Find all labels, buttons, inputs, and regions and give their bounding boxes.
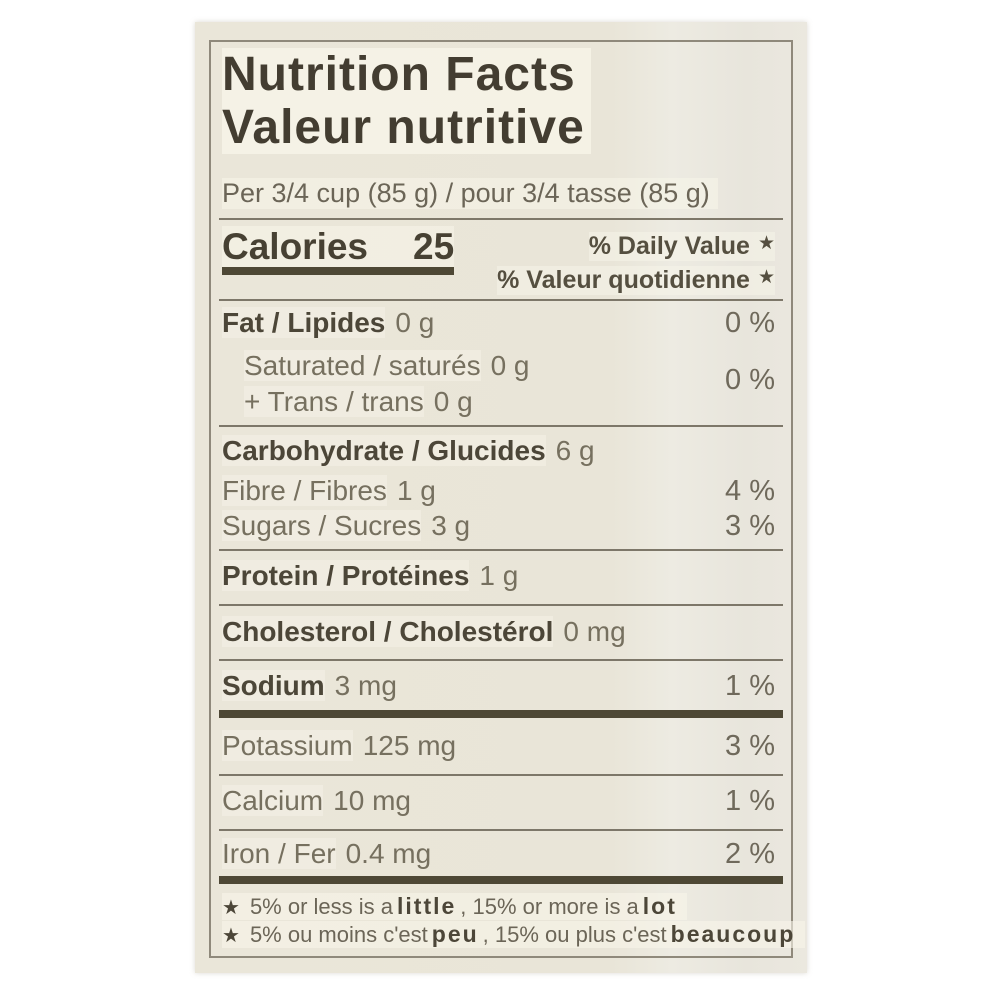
nutrient-daily-value: 3 % xyxy=(725,730,775,762)
calories-label: Calories xyxy=(222,226,369,267)
nutrient-daily-value: 3 % xyxy=(725,510,775,542)
row-sodium: Sodium 3 mg 1 % xyxy=(222,670,775,704)
daily-value-heading-fr: % Valeur quotidienne ★ xyxy=(497,266,775,295)
nutrient-name: Saturated / saturés xyxy=(244,350,481,381)
footnote-fr: ★ 5% ou moins c'est peu, 15% ou plus c'est… xyxy=(222,921,806,948)
nutrition-label-photo: Nutrition Facts Valeur nutritive Per 3/4… xyxy=(195,22,807,973)
asterisk-icon: ★ xyxy=(222,897,240,919)
nutrient-name: Calcium xyxy=(222,785,324,816)
serving-size: Per 3/4 cup (85 g) / pour 3/4 tasse (85 … xyxy=(222,178,718,209)
thick-divider xyxy=(219,876,783,884)
nutrient-amount: 125 mg xyxy=(362,730,457,761)
nutrient-amount: 1 g xyxy=(479,560,519,591)
asterisk-icon: ★ xyxy=(757,267,775,288)
row-sugars: Sugars / Sucres 3 g 3 % xyxy=(222,510,775,544)
nutrient-daily-value: 4 % xyxy=(725,475,775,507)
nutrient-amount: 3 mg xyxy=(334,670,397,701)
title-english: Nutrition Facts xyxy=(222,48,591,101)
nutrient-name: Sodium xyxy=(222,670,325,701)
row-protein: Protein / Protéines 1 g xyxy=(222,560,775,594)
nutrient-name: Protein / Protéines xyxy=(222,560,470,591)
nutrient-amount: 0.4 mg xyxy=(345,838,432,869)
divider xyxy=(219,659,783,661)
nutrient-daily-value: 1 % xyxy=(725,785,775,817)
row-cholesterol: Cholesterol / Cholestérol 0 mg xyxy=(222,616,775,650)
row-potassium: Potassium 125 mg 3 % xyxy=(222,730,775,764)
nutrient-amount: 0 g xyxy=(490,350,530,381)
calories-value: 25 xyxy=(413,226,455,267)
thick-divider xyxy=(219,710,783,718)
nutrient-amount: 0 mg xyxy=(563,616,626,647)
label-frame: Nutrition Facts Valeur nutritive Per 3/4… xyxy=(209,40,806,958)
nutrient-amount: 1 g xyxy=(396,475,436,506)
calories-row: Calories 25 xyxy=(222,226,455,268)
row-saturated: Saturated / saturés 0 g xyxy=(244,350,775,384)
nutrient-daily-value: 1 % xyxy=(725,670,775,702)
nutrient-name: Sugars / Sucres xyxy=(222,510,422,541)
nutrient-name: Potassium xyxy=(222,730,353,761)
nutrient-name: Iron / Fer xyxy=(222,838,336,869)
row-iron: Iron / Fer 0.4 mg 2 % xyxy=(222,838,775,872)
row-fat: Fat / Lipides 0 g 0 % xyxy=(222,307,775,341)
nutrient-name: Cholesterol / Cholestérol xyxy=(222,616,554,647)
title-french: Valeur nutritive xyxy=(222,101,591,154)
nutrient-name: + Trans / trans xyxy=(244,386,424,417)
asterisk-icon: ★ xyxy=(222,925,240,947)
nutrient-name: Fibre / Fibres xyxy=(222,475,387,506)
divider xyxy=(219,299,783,301)
nutrient-name: Carbohydrate / Glucides xyxy=(222,435,546,466)
calories-underline xyxy=(222,267,454,275)
nutrient-daily-value: 2 % xyxy=(725,838,775,870)
daily-value-heading-en: % Daily Value ★ xyxy=(588,232,775,261)
row-calcium: Calcium 10 mg 1 % xyxy=(222,785,775,819)
divider xyxy=(219,549,783,551)
saturated-trans-daily-value: 0 % xyxy=(725,364,775,396)
label-title: Nutrition Facts Valeur nutritive xyxy=(222,48,591,154)
footnote-en: ★ 5% or less is a little, 15% or more is a… xyxy=(222,893,687,920)
divider xyxy=(219,218,783,220)
divider xyxy=(219,774,783,776)
row-trans: + Trans / trans 0 g xyxy=(244,386,775,420)
divider xyxy=(219,829,783,831)
row-fibre: Fibre / Fibres 1 g 4 % xyxy=(222,475,775,509)
divider xyxy=(219,604,783,606)
asterisk-icon: ★ xyxy=(757,233,775,254)
nutrient-amount: 0 g xyxy=(433,386,473,417)
nutrient-daily-value: 0 % xyxy=(725,307,775,339)
nutrient-amount: 6 g xyxy=(555,435,595,466)
nutrient-amount: 0 g xyxy=(395,307,435,338)
nutrient-amount: 10 mg xyxy=(333,785,411,816)
row-carbohydrate: Carbohydrate / Glucides 6 g xyxy=(222,435,775,469)
nutrient-name: Fat / Lipides xyxy=(222,307,386,338)
nutrient-amount: 3 g xyxy=(431,510,471,541)
divider xyxy=(219,425,783,427)
